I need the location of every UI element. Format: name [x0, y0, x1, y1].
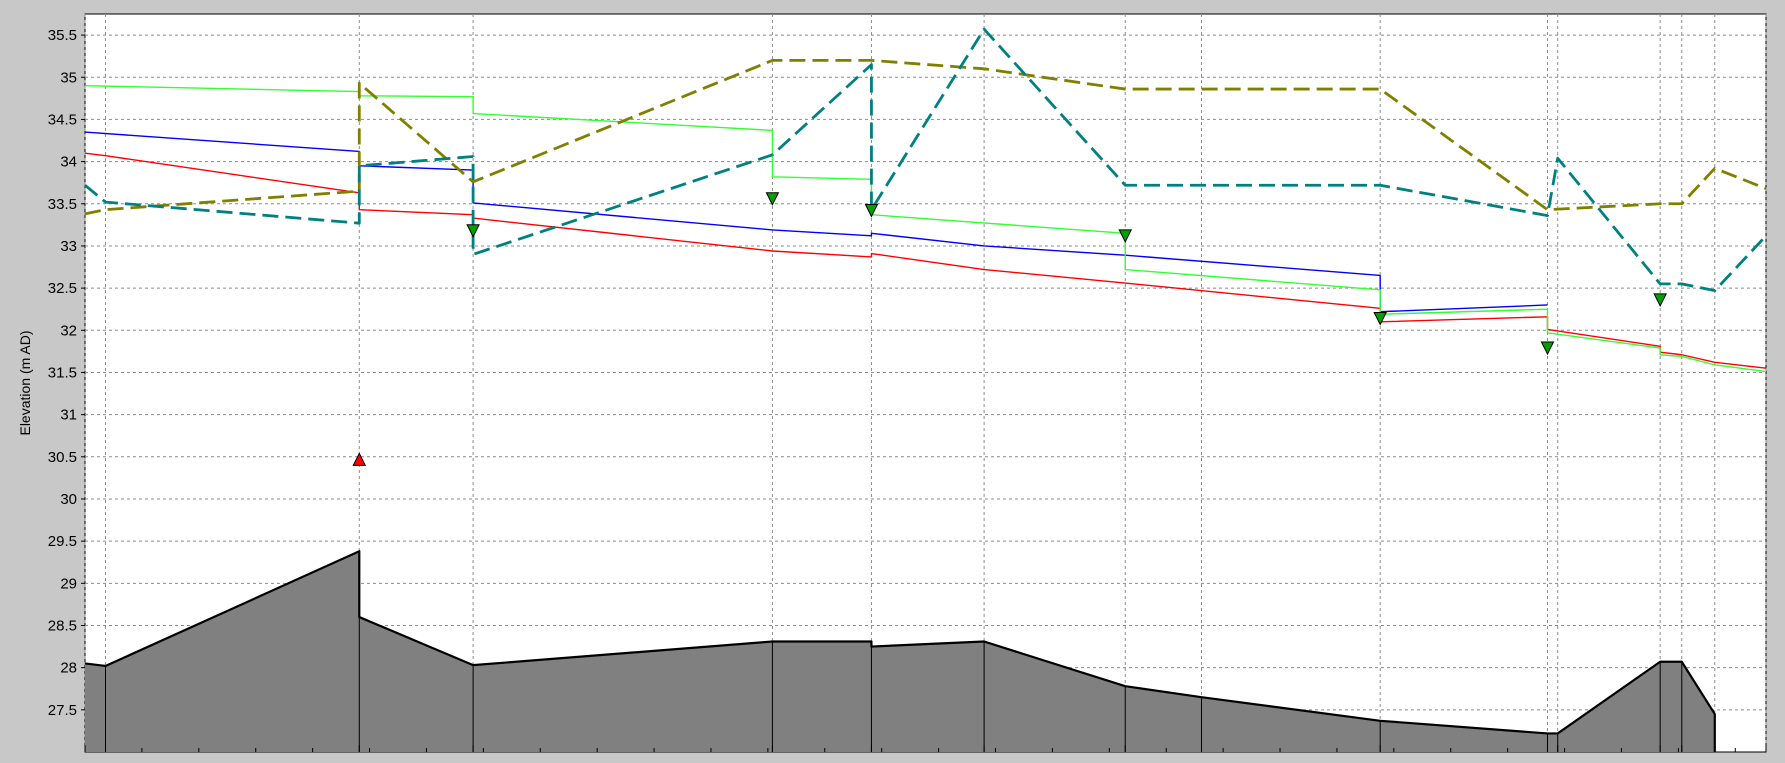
ground-profile: [84, 550, 1716, 752]
ground-outline: [84, 550, 1716, 752]
triangle-down-marker: [864, 204, 879, 218]
triangle-down-marker: [1653, 293, 1667, 308]
y-tick-label: 27.5: [48, 702, 77, 719]
y-tick-label: 30: [60, 491, 77, 508]
x-axis: [84, 745, 1767, 752]
y-tick-label: 32.5: [48, 280, 77, 297]
series-line-3: [84, 58, 1767, 216]
y-tick-label: 32: [60, 322, 77, 339]
y-tick-label: 30.5: [48, 449, 77, 466]
series-group: [84, 27, 1768, 373]
y-axis: 27.5 28 28.5 29 29.5 30 30.5 31 31.5 32 32.5 33 33.5…: [48, 27, 85, 719]
series-line-2: [84, 84, 1767, 373]
marker-group: [352, 192, 1667, 466]
y-tick-label: 29.5: [48, 533, 77, 550]
y-tick-label: 33: [60, 238, 77, 255]
y-tick-label: 31: [60, 407, 77, 424]
y-tick-label: 31.5: [48, 364, 77, 381]
triangle-up-marker: [352, 452, 367, 466]
triangle-down-marker: [1373, 311, 1387, 326]
ground-fill: [85, 551, 1715, 752]
y-tick-label: 34.5: [48, 111, 77, 128]
y-tick-label: 33.5: [48, 196, 77, 213]
y-tick-label: 35.5: [48, 27, 77, 44]
triangle-down-marker: [1540, 341, 1555, 356]
y-tick-label: 28: [60, 660, 77, 677]
triangle-down-marker: [765, 192, 780, 206]
y-tick-label: 35: [60, 69, 77, 86]
y-axis-label: Elevation (m AD): [17, 330, 33, 435]
triangle-down-marker: [466, 224, 480, 238]
y-tick-label: 34: [60, 154, 77, 171]
triangle-down-marker: [1118, 229, 1133, 243]
series-line-4: [84, 27, 1768, 293]
y-tick-label: 29: [60, 575, 77, 592]
y-tick-label: 28.5: [48, 617, 77, 634]
